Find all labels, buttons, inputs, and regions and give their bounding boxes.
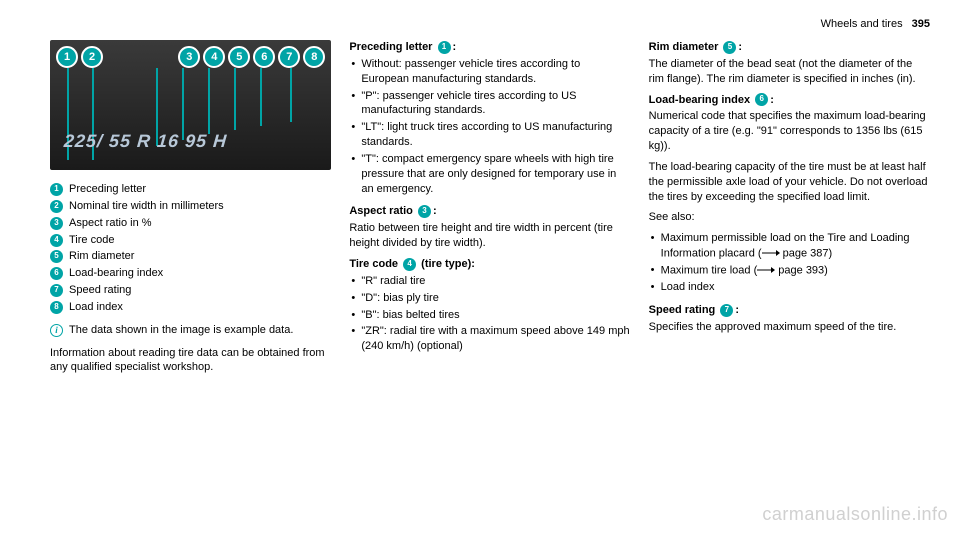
content-columns: 1 2 3 4 5 6 7 8 225/ 55 R 16 95 H 1Prece… [50,40,930,460]
rim-tail: : [738,41,742,53]
tirecode-title: Tire code [349,258,398,270]
speed-title: Speed rating [649,304,716,316]
load-body2: The load-bearing capacity of the tire mu… [649,160,930,205]
column-3: Rim diameter 5: The diameter of the bead… [649,40,930,460]
preceding-item-3: "LT": light truck tires according to US … [349,120,630,150]
rim-title: Rim diameter [649,41,719,53]
preceding-list: Without: passenger vehicle tires accordi… [349,57,630,197]
tirecode-badge-icon: 4 [403,258,416,271]
legend-row-6: 6 Load-bearing index [50,266,331,281]
speed-tail: : [735,304,739,316]
tire-marking-text: 225/ 55 R 16 95 H [63,131,228,152]
load-title: Load-bearing index [649,94,750,106]
tire-badge-5: 5 [228,46,250,68]
tire-badge-1: 1 [56,46,78,68]
page-ref-arrow-icon [762,246,780,261]
tirecode-item-2: "D": bias ply tire [349,291,630,306]
load-head: Load-bearing index 6: [649,93,930,108]
page-header: Wheels and tires 395 [821,18,930,30]
tirecode-item-4: "ZR": radial tire with a maximum speed a… [349,324,630,354]
legend-row-3: 3 Aspect ratio in % [50,216,331,231]
col1-paragraph: Information about reading tire data can … [50,346,331,376]
legend-label-6: Load-bearing index [69,266,163,281]
tirecode-tail: (tire type): [418,258,475,270]
legend-label-4: Tire code [69,233,114,248]
legend-row-4: 4 Tire code [50,233,331,248]
aspect-title: Aspect ratio [349,205,413,217]
tirecode-item-3: "B": bias belted tires [349,308,630,323]
load-seealso-list: Maximum permissible load on the Tire and… [649,231,930,295]
badge-6-icon: 6 [50,267,63,280]
aspect-head: Aspect ratio 3: [349,204,630,219]
rim-body: The diameter of the bead seat (not the d… [649,57,930,87]
legend-row-8: 8 Load index [50,300,331,315]
load-body1: Numerical code that specifies the maximu… [649,109,930,154]
load-badge-icon: 6 [755,93,768,106]
aspect-badge-icon: 3 [418,205,431,218]
section-title: Wheels and tires [821,18,903,30]
badge-2-icon: 2 [50,200,63,213]
badge-5-icon: 5 [50,250,63,263]
tire-diagram: 1 2 3 4 5 6 7 8 225/ 55 R 16 95 H [50,40,331,170]
page-ref-arrow-icon [757,263,775,278]
tire-badge-4: 4 [203,46,225,68]
rim-badge-icon: 5 [723,41,736,54]
legend-row-2: 2 Nominal tire width in millimeters [50,199,331,214]
column-1: 1 2 3 4 5 6 7 8 225/ 55 R 16 95 H 1 Prece… [50,40,331,460]
tire-badge-8: 8 [303,46,325,68]
rim-head: Rim diameter 5: [649,40,930,55]
badge-7-icon: 7 [50,284,63,297]
seealso-item-2: Maximum tire load ( page 393) [649,263,930,278]
info-note-row: i The data shown in the image is example… [50,323,331,338]
info-note-text: The data shown in the image is example d… [69,323,293,338]
see-also: See also: [649,210,930,225]
seealso-2-page: page 393) [775,265,828,277]
info-icon: i [50,324,63,337]
legend-label-1: Preceding letter [69,182,146,197]
seealso-item-1: Maximum permissible load on the Tire and… [649,231,930,261]
badge-1-icon: 1 [50,183,63,196]
preceding-item-4: "T": compact emergency spare wheels with… [349,152,630,197]
tire-badge-6: 6 [253,46,275,68]
legend-row-7: 7 Speed rating [50,283,331,298]
tire-badge-row: 1 2 3 4 5 6 7 8 [56,46,325,68]
badge-4-icon: 4 [50,234,63,247]
aspect-tail: : [433,205,437,217]
tire-badge-7: 7 [278,46,300,68]
page-number: 395 [912,18,930,30]
tire-badge-2: 2 [81,46,103,68]
speed-head: Speed rating 7: [649,303,930,318]
watermark: carmanualsonline.info [762,504,948,525]
preceding-title: Preceding letter [349,41,432,53]
tirecode-head: Tire code 4 (tire type): [349,257,630,272]
badge-8-icon: 8 [50,301,63,314]
speed-badge-icon: 7 [720,304,733,317]
legend-row-1: 1 Preceding letter [50,182,331,197]
tirecode-list: "R" radial tire "D": bias ply tire "B": … [349,274,630,354]
load-tail: : [770,94,774,106]
legend-label-3: Aspect ratio in % [69,216,152,231]
seealso-1-page: page 387) [780,247,833,259]
column-2: Preceding letter 1: Without: passenger v… [349,40,630,460]
preceding-head: Preceding letter 1: [349,40,630,55]
preceding-item-1: Without: passenger vehicle tires accordi… [349,57,630,87]
tire-badge-3: 3 [178,46,200,68]
legend-label-2: Nominal tire width in millimeters [69,199,224,214]
legend-list: 1 Preceding letter 2 Nominal tire width in… [50,182,331,315]
legend-row-5: 5 Rim diameter [50,249,331,264]
seealso-item-3: Load index [649,280,930,295]
speed-body: Specifies the approved maximum speed of … [649,320,930,335]
seealso-2-text: Maximum tire load ( [661,265,758,277]
badge-3-icon: 3 [50,217,63,230]
aspect-body: Ratio between tire height and tire width… [349,221,630,251]
legend-label-7: Speed rating [69,283,131,298]
preceding-tail: : [453,41,457,53]
tirecode-item-1: "R" radial tire [349,274,630,289]
preceding-badge-icon: 1 [438,41,451,54]
preceding-item-2: "P": passenger vehicle tires according t… [349,89,630,119]
legend-label-5: Rim diameter [69,249,134,264]
legend-label-8: Load index [69,300,123,315]
